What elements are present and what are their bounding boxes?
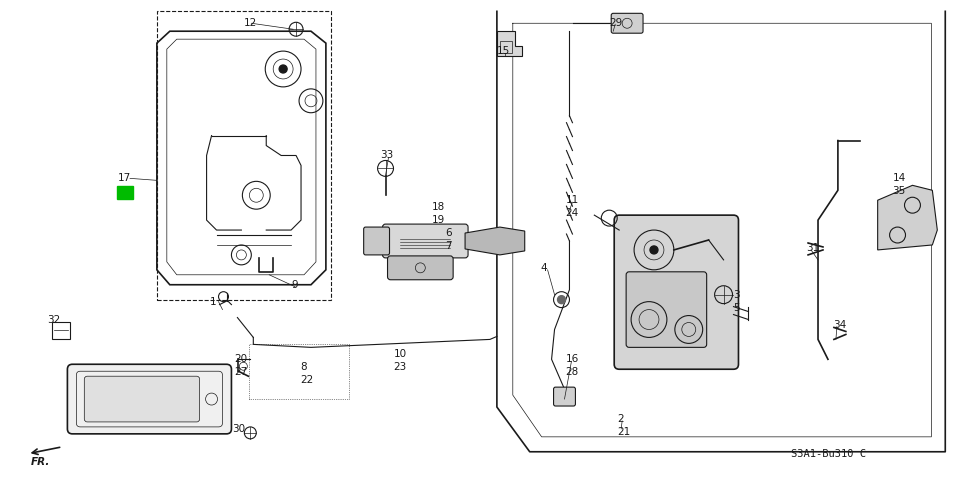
FancyBboxPatch shape	[611, 13, 643, 33]
Bar	[250, 344, 349, 399]
Bar	[157, 11, 331, 300]
Text: 21: 21	[618, 427, 630, 437]
Text: 18: 18	[432, 202, 445, 212]
Text: 27: 27	[234, 367, 248, 377]
Text: 19: 19	[432, 215, 445, 225]
Text: 12: 12	[244, 18, 256, 28]
Text: 9: 9	[291, 280, 297, 290]
Text: 1: 1	[209, 297, 216, 306]
FancyBboxPatch shape	[614, 215, 738, 369]
Text: 7: 7	[445, 241, 452, 251]
Text: 23: 23	[394, 362, 406, 372]
Circle shape	[650, 246, 658, 254]
Text: 30: 30	[232, 424, 246, 434]
Text: 8: 8	[300, 362, 307, 372]
Text: 14: 14	[893, 174, 906, 184]
Text: 15: 15	[497, 46, 511, 56]
Text: 20: 20	[234, 354, 248, 364]
Circle shape	[557, 296, 566, 304]
FancyBboxPatch shape	[387, 256, 453, 280]
Text: 5: 5	[733, 303, 740, 313]
FancyBboxPatch shape	[84, 376, 200, 422]
Text: 2: 2	[618, 414, 624, 424]
Text: 10: 10	[394, 349, 406, 359]
FancyBboxPatch shape	[382, 224, 468, 258]
Text: S3A1-Bu310 C: S3A1-Bu310 C	[792, 449, 866, 459]
Text: 33: 33	[380, 151, 394, 161]
FancyBboxPatch shape	[68, 364, 231, 434]
FancyBboxPatch shape	[626, 272, 706, 348]
Text: 3: 3	[733, 290, 740, 300]
Text: 17: 17	[119, 174, 131, 184]
Text: 4: 4	[541, 263, 547, 273]
FancyBboxPatch shape	[363, 227, 389, 255]
Bar	[53, 322, 71, 339]
Circle shape	[279, 65, 287, 73]
Text: 6: 6	[445, 228, 452, 238]
Text: 29: 29	[609, 18, 622, 28]
FancyBboxPatch shape	[554, 387, 576, 406]
Text: 31: 31	[806, 243, 819, 253]
Text: 35: 35	[893, 186, 906, 196]
Text: FR.: FR.	[31, 456, 50, 467]
Text: 16: 16	[566, 354, 578, 364]
Text: 34: 34	[833, 319, 846, 329]
Text: 24: 24	[566, 208, 578, 218]
Text: 11: 11	[566, 195, 578, 205]
Text: 26: 26	[119, 187, 131, 197]
Text: 22: 22	[300, 375, 314, 385]
Polygon shape	[465, 227, 525, 255]
Polygon shape	[497, 31, 522, 56]
Text: 32: 32	[48, 315, 61, 325]
Bar	[500, 41, 511, 53]
Text: 28: 28	[566, 367, 578, 377]
Polygon shape	[878, 185, 937, 250]
